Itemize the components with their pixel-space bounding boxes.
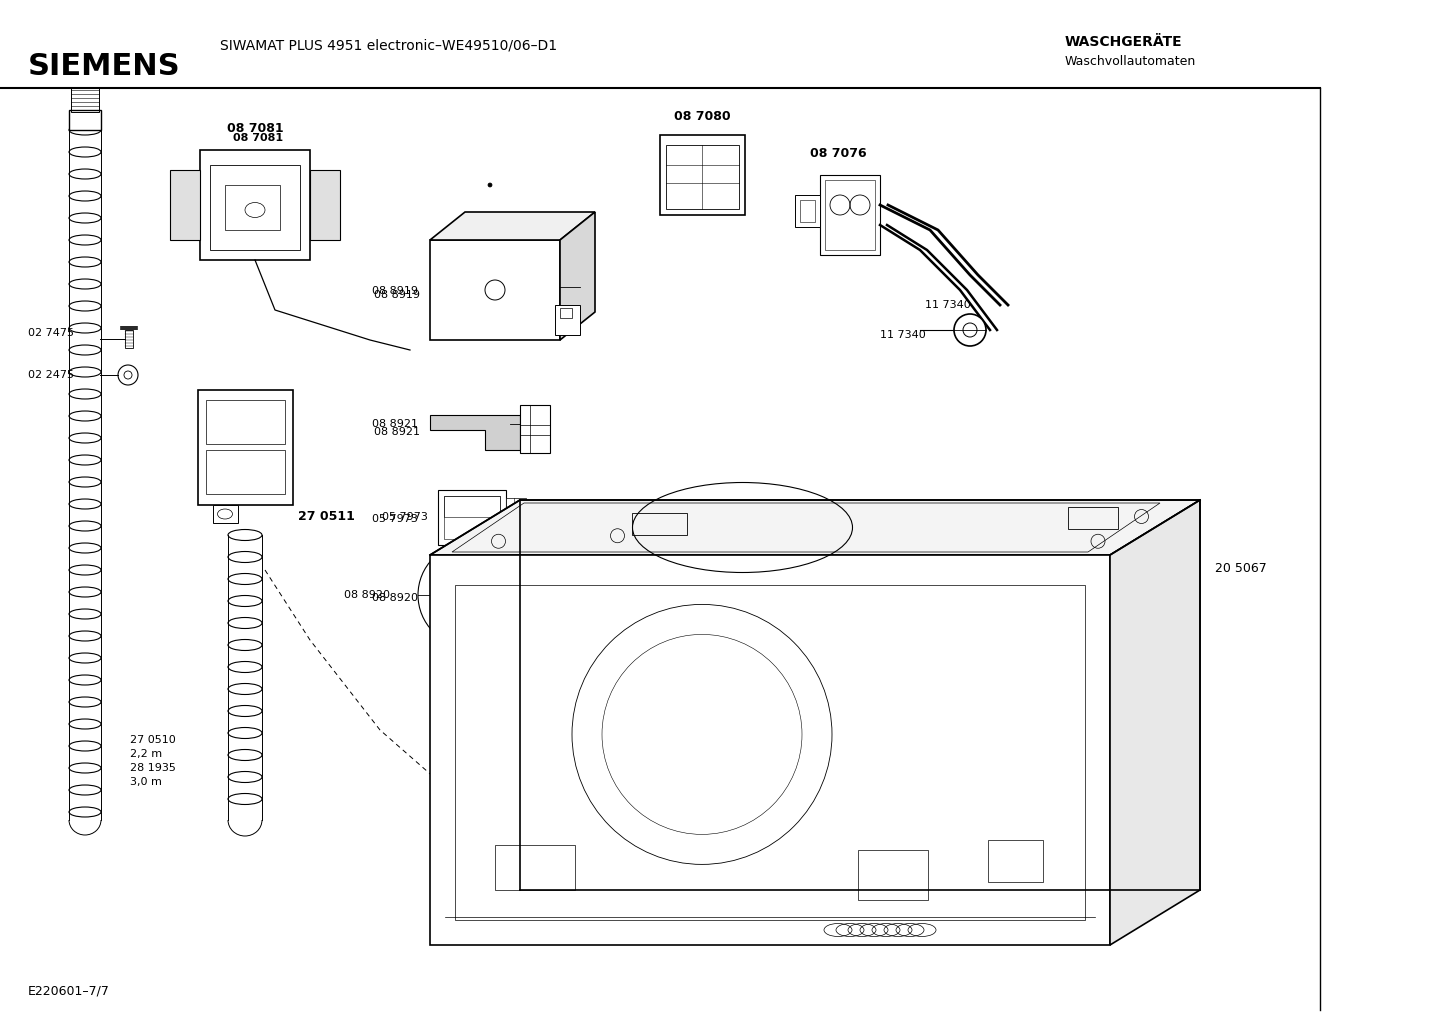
Text: 08 8919: 08 8919 bbox=[372, 286, 418, 296]
Polygon shape bbox=[1110, 500, 1200, 945]
Text: 27 0510
2,2 m
28 1935
3,0 m: 27 0510 2,2 m 28 1935 3,0 m bbox=[130, 735, 176, 787]
Circle shape bbox=[955, 314, 986, 346]
Bar bbox=[225, 185, 280, 230]
Bar bbox=[506, 498, 526, 537]
Text: 08 8921: 08 8921 bbox=[373, 427, 420, 437]
Text: 08 8919: 08 8919 bbox=[373, 290, 420, 300]
Polygon shape bbox=[430, 212, 596, 240]
Text: 02 7475: 02 7475 bbox=[27, 328, 74, 338]
Polygon shape bbox=[430, 500, 1200, 555]
Bar bbox=[438, 490, 506, 545]
Circle shape bbox=[464, 590, 474, 600]
Polygon shape bbox=[200, 150, 310, 260]
Bar bbox=[444, 496, 500, 517]
Bar bbox=[456, 585, 1084, 920]
Bar bbox=[666, 145, 738, 209]
Text: SIEMENS: SIEMENS bbox=[27, 52, 180, 81]
Text: E220601–7/7: E220601–7/7 bbox=[27, 985, 110, 998]
Text: 11 7340: 11 7340 bbox=[924, 300, 970, 310]
Bar bbox=[858, 850, 929, 900]
Text: 05 7973: 05 7973 bbox=[372, 514, 418, 524]
Bar bbox=[632, 513, 686, 535]
Polygon shape bbox=[521, 405, 549, 453]
Text: 08 8920: 08 8920 bbox=[345, 590, 389, 600]
Circle shape bbox=[418, 543, 522, 647]
Bar bbox=[800, 200, 815, 222]
Bar bbox=[213, 505, 238, 523]
Bar bbox=[125, 330, 133, 348]
Text: 11 7340: 11 7340 bbox=[880, 330, 926, 340]
Text: SIWAMAT PLUS 4951 electronic–WE49510/06–D1: SIWAMAT PLUS 4951 electronic–WE49510/06–… bbox=[221, 38, 557, 52]
Text: Waschvollautomaten: Waschvollautomaten bbox=[1066, 55, 1197, 68]
Ellipse shape bbox=[118, 365, 138, 385]
Text: 05 7973: 05 7973 bbox=[382, 512, 428, 522]
Bar bbox=[820, 175, 880, 255]
Polygon shape bbox=[430, 240, 559, 340]
Text: 02 2475: 02 2475 bbox=[27, 370, 74, 380]
Polygon shape bbox=[559, 212, 596, 340]
Text: 08 7081: 08 7081 bbox=[234, 133, 283, 143]
Text: 08 7081: 08 7081 bbox=[226, 122, 283, 135]
Text: 08 8921: 08 8921 bbox=[372, 419, 418, 429]
Bar bbox=[206, 449, 286, 493]
Text: WASCHGERÄTE: WASCHGERÄTE bbox=[1066, 35, 1182, 49]
Polygon shape bbox=[430, 555, 1110, 945]
Text: 20 5067: 20 5067 bbox=[1216, 562, 1266, 575]
Polygon shape bbox=[310, 170, 340, 240]
Text: 08 7076: 08 7076 bbox=[810, 147, 867, 160]
Bar bbox=[559, 308, 572, 318]
Bar bbox=[1067, 506, 1118, 529]
Text: 08 8920: 08 8920 bbox=[372, 593, 418, 603]
Polygon shape bbox=[430, 415, 521, 450]
Text: 08 7080: 08 7080 bbox=[673, 110, 730, 123]
Polygon shape bbox=[170, 170, 200, 240]
Bar bbox=[660, 135, 746, 215]
Bar bbox=[206, 400, 286, 443]
Bar bbox=[71, 88, 99, 112]
Bar bbox=[555, 305, 580, 335]
Bar bbox=[69, 110, 101, 130]
Bar bbox=[825, 180, 875, 250]
Bar bbox=[988, 840, 1043, 882]
Text: 27 0511: 27 0511 bbox=[298, 510, 355, 523]
Polygon shape bbox=[198, 390, 293, 505]
Bar bbox=[795, 195, 820, 227]
Circle shape bbox=[487, 183, 492, 187]
Bar bbox=[495, 845, 575, 890]
Bar bbox=[211, 165, 300, 250]
Bar bbox=[444, 496, 500, 539]
